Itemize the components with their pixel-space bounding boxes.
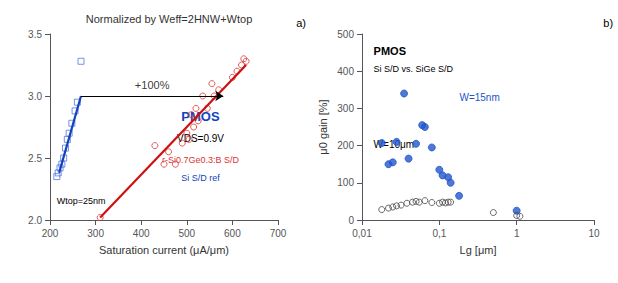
svg-text:r-Si0.7Ge0.3:B S/D: r-Si0.7Ge0.3:B S/D (162, 154, 239, 165)
svg-text:Normalized by Weff=2HNW+Wtop: Normalized by Weff=2HNW+Wtop (86, 13, 252, 25)
svg-text:1: 1 (514, 228, 520, 239)
svg-text:100: 100 (337, 177, 354, 188)
svg-text:b): b) (603, 17, 613, 29)
svg-text:W=15nm: W=15nm (459, 92, 499, 103)
svg-text:μ0 gain [%]: μ0 gain [%] (317, 99, 329, 154)
svg-text:0,01: 0,01 (352, 228, 372, 239)
svg-text:500: 500 (337, 29, 354, 40)
svg-text:W=10μm: W=10μm (374, 139, 415, 150)
svg-text:400: 400 (337, 66, 354, 77)
svg-text:600: 600 (224, 228, 241, 239)
svg-text:PMOS: PMOS (181, 109, 220, 125)
svg-text:Wtop=25nm: Wtop=25nm (57, 196, 106, 206)
svg-text:700: 700 (270, 228, 287, 239)
svg-text:Si S/D vs. SiGe S/D: Si S/D vs. SiGe S/D (374, 64, 454, 74)
svg-text:200: 200 (42, 228, 59, 239)
svg-text:10: 10 (588, 228, 600, 239)
svg-text:0,1: 0,1 (432, 228, 446, 239)
svg-text:Lg [μm]: Lg [μm] (460, 244, 497, 256)
svg-text:+100%: +100% (135, 79, 170, 91)
svg-text:0: 0 (348, 215, 354, 226)
svg-text:2.5: 2.5 (28, 153, 42, 164)
svg-text:3.5: 3.5 (28, 29, 42, 40)
svg-text:PMOS: PMOS (374, 45, 406, 57)
svg-text:VDS=0.9V: VDS=0.9V (177, 133, 224, 145)
svg-text:2.0: 2.0 (28, 215, 42, 226)
svg-text:200: 200 (337, 140, 354, 151)
svg-text:300: 300 (87, 228, 104, 239)
svg-text:3.0: 3.0 (28, 91, 42, 102)
svg-text:Saturation current (μA/μm): Saturation current (μA/μm) (99, 244, 229, 256)
svg-text:400: 400 (133, 228, 150, 239)
svg-text:a): a) (296, 17, 306, 29)
svg-text:Si S/D ref: Si S/D ref (181, 173, 220, 183)
svg-text:500: 500 (178, 228, 195, 239)
svg-text:300: 300 (337, 103, 354, 114)
